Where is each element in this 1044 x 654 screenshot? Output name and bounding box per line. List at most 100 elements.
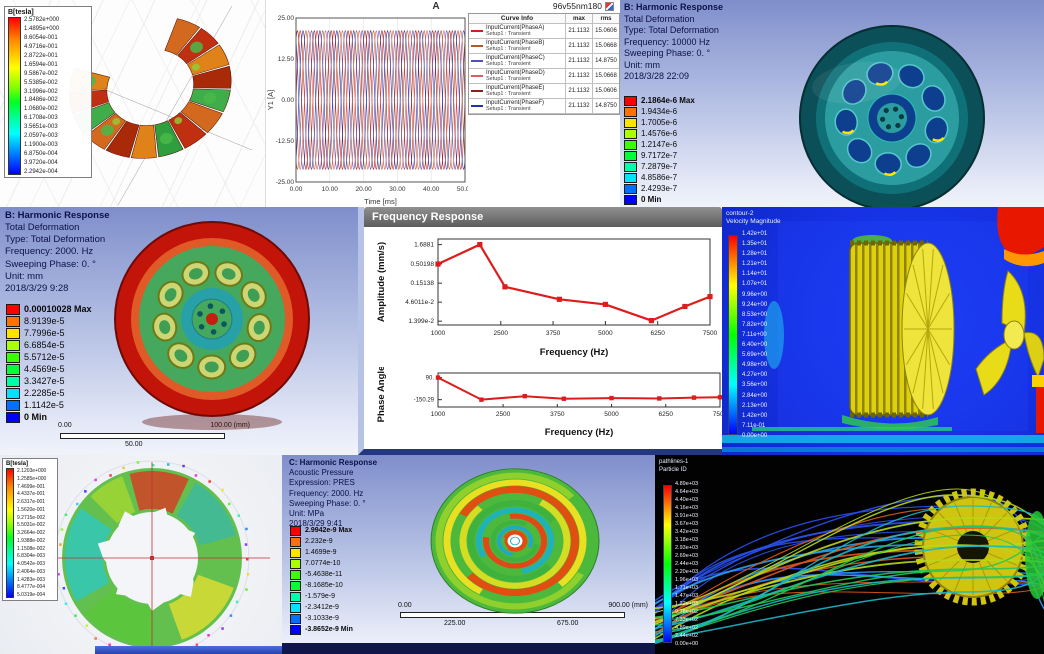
xy-plot-icon <box>605 1 614 11</box>
legend-value: 1.2585e+000 <box>17 475 47 482</box>
legend-value: 5.5031e-002 <box>17 522 46 529</box>
legend-color-box <box>6 411 20 423</box>
curve-name: InputCurrent(PhaseF) <box>486 100 545 106</box>
curve-rms: 15.0668 <box>592 39 619 53</box>
svg-text:Y1 [A]: Y1 [A] <box>266 90 275 110</box>
colorbar-value: 2.84e+00 <box>742 392 768 399</box>
legend-color-box <box>624 128 637 139</box>
legend-color-box <box>6 327 20 339</box>
svg-text:1.6881: 1.6881 <box>414 242 434 249</box>
legend-value: 7.0774e-10 <box>305 560 341 567</box>
colorbar-value: 0.00e+00 <box>742 432 768 439</box>
curve-cell: InputCurrent(PhaseC) Setup1 : Transient <box>469 54 565 68</box>
legend-value: 1.6594e-001 <box>24 61 58 68</box>
legend-color-box <box>624 139 637 150</box>
colorbar-value: 4.27e+00 <box>742 372 768 379</box>
curve-max: 21.1132 <box>565 69 592 83</box>
info-line: B: Harmonic Response <box>5 210 110 221</box>
svg-text:10.00: 10.00 <box>322 186 339 193</box>
window-title: Frequency Response <box>372 211 484 223</box>
legend-value: 2.5782e+000 <box>24 17 60 23</box>
panel-acoustic-pressure: 0.00 450.00 900.00 (mm) 225.00 675.00 C:… <box>282 455 655 654</box>
legend-row: 0.00010028 Max <box>6 303 92 315</box>
legend-value: 1.9434e-6 <box>641 107 678 116</box>
design-label-text: 96v55nm180 <box>552 1 602 11</box>
legend-value: 2.1203e+000 <box>17 468 47 474</box>
header-curve-info: Curve Info <box>500 15 534 22</box>
colorbar-title-line2: Particle ID <box>659 466 687 473</box>
colorbar-value: 3.91e+03 <box>675 513 699 519</box>
pressure-legend: 2.9942e-9 Max 2.232e-9 1.4699e-9 7.0774e… <box>290 525 353 635</box>
legend-value: 4.0542e-003 <box>17 561 46 567</box>
legend-value: 0 Min <box>641 195 662 204</box>
curve-max: 21.1132 <box>565 24 592 38</box>
colorbar-value: 1.47e+03 <box>675 593 699 599</box>
legend-title: B[tesla] <box>8 9 34 16</box>
colorbar-value: 1.21e+01 <box>742 261 768 268</box>
legend-value: 1.1142e-5 <box>24 400 64 410</box>
cfd-contour-svg <box>722 207 1044 452</box>
ruler-bar <box>60 433 225 439</box>
svg-text:40.00: 40.00 <box>423 186 440 193</box>
window-titlebar[interactable]: Frequency Response <box>364 207 722 227</box>
bottom-blue-strip <box>95 646 282 654</box>
panel-harmonic-2000hz: 0.00 100.00 (mm) 50.00 B: Harmonic Respo… <box>0 207 358 455</box>
colorbar-value: 8.53e+00 <box>742 311 768 318</box>
legend-value: 3.3427e-5 <box>24 376 65 386</box>
legend-color-box <box>624 150 637 161</box>
legend-values: 2.1203e+000 1.2585e+000 7.4699e-001 4.4337e… <box>14 468 46 598</box>
info-line: Expression: PRES <box>289 478 355 488</box>
legend-colorbar <box>6 468 14 598</box>
curve-cell: InputCurrent(PhaseA) Setup1 : Transient <box>469 24 565 38</box>
legend-color-box <box>6 375 20 387</box>
info-line: Sweeping Phase: 0. ° <box>624 48 711 59</box>
curve-rms: 15.0606 <box>592 84 619 98</box>
svg-text:Frequency (Hz): Frequency (Hz) <box>545 427 614 438</box>
colorbar-value: 1.22e+03 <box>675 601 699 607</box>
svg-text:5000: 5000 <box>604 411 619 418</box>
legend-value: 2.1864e-6 Max <box>641 96 695 105</box>
legend-value: 2.9942e-9 Max <box>305 527 353 534</box>
panel-maxwell-stator: B[tesla] 2.5782e+000 1.4895e+000 8.6054e-0… <box>0 0 265 207</box>
legend-value: 8.9139e-5 <box>24 316 65 326</box>
legend-value: 1.4699e-9 <box>305 549 337 556</box>
curve-table-header: Curve Info max rms <box>469 14 619 24</box>
ring-model-svg <box>37 460 270 654</box>
curve-color-swatch <box>471 30 483 32</box>
ruler-label-0: 0.00 <box>398 602 412 609</box>
disk-model-svg <box>430 468 600 614</box>
header-rms: rms <box>592 14 619 23</box>
curve-max: 21.1132 <box>565 39 592 53</box>
legend-value: 0 Min <box>24 412 48 422</box>
curve-setup: Setup1 : Transient <box>486 76 531 82</box>
svg-text:-12.50: -12.50 <box>276 138 295 145</box>
wheel-model-svg <box>114 221 310 430</box>
colorbar-value: 7.82e+00 <box>742 321 768 328</box>
legend-color-box <box>6 387 20 399</box>
ruler-label-675: 675.00 <box>557 620 579 627</box>
legend-value: 6.8750e-004 <box>24 151 58 158</box>
window-bottom-bar <box>282 643 655 654</box>
curve-cell: InputCurrent(PhaseE) Setup1 : Transient <box>469 84 565 98</box>
info-line: Total Deformation <box>5 222 80 234</box>
legend-value: 4.9716e-001 <box>24 43 58 50</box>
curve-color-swatch <box>471 105 483 107</box>
colorbar-title: contour-2 Velocity Magnitude <box>726 210 781 226</box>
legend-row: 8.9139e-5 <box>6 315 92 327</box>
design-label: 96v55nm180 <box>553 1 614 11</box>
colorbar-title-line1: contour-2 <box>726 210 754 217</box>
legend-value: 1.9388e-002 <box>17 537 46 544</box>
curve-max: 21.1132 <box>565 84 592 98</box>
svg-text:6250: 6250 <box>650 330 665 337</box>
svg-text:Amplitude (mm/s): Amplitude (mm/s) <box>376 242 387 322</box>
legend-color-box <box>290 602 301 613</box>
legend-value: 2.6317e-001 <box>17 499 46 505</box>
deformation-legend: 2.1864e-6 Max 1.9434e-6 1.7005e-6 1.4576… <box>624 95 695 205</box>
curve-name: InputCurrent(PhaseB) <box>486 40 545 46</box>
curve-max: 21.1132 <box>565 99 592 113</box>
curve-names: InputCurrent(PhaseE) Setup1 : Transient <box>486 85 544 97</box>
legend-value: 1.4576e-6 <box>641 129 678 138</box>
svg-text:0.00: 0.00 <box>281 97 294 104</box>
curve-names: InputCurrent(PhaseF) Setup1 : Transient <box>486 100 544 112</box>
curve-setup: Setup1 : Transient <box>486 31 531 37</box>
